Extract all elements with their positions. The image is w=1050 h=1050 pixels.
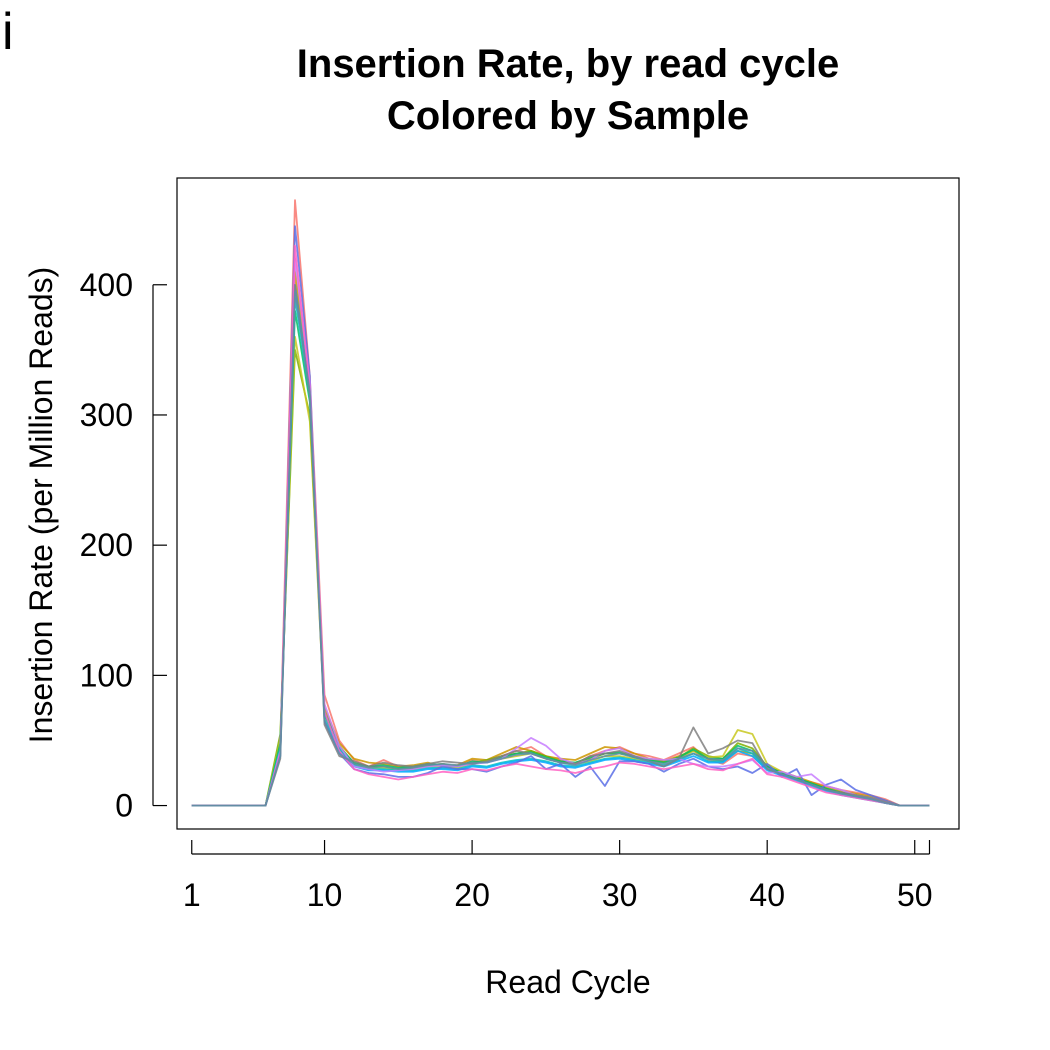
series-line-3 [191,348,930,807]
chart-title: Insertion Rate, by read cycle [296,42,840,86]
x-tick-label-50: 50 [897,877,933,913]
x-tick-label-30: 30 [602,877,638,913]
y-tick-label-300: 300 [80,397,133,433]
series-line-6 [191,296,930,807]
series-line-11 [191,283,930,807]
series-line-12 [191,290,930,807]
panel-label: i [2,3,14,61]
y-tick-label-0: 0 [115,788,133,824]
series-line-7 [191,283,930,807]
series-line-4 [191,335,930,807]
y-tick-label-200: 200 [80,527,133,563]
y-tick-label-400: 400 [80,267,133,303]
series-line-1 [191,199,930,807]
x-axis: 1 10 20 30 40 50 [183,840,933,913]
chart-subtitle: Colored by Sample [386,94,750,138]
y-axis: 0 100 200 300 400 [80,267,167,824]
y-axis-label: Insertion Rate (per Million Reads) [23,267,59,744]
series-layer [191,199,930,807]
x-tick-label-20: 20 [454,877,490,913]
x-tick-label-40: 40 [749,877,785,913]
x-tick-label-1: 1 [183,877,201,913]
x-tick-label-10: 10 [307,877,343,913]
x-axis-label: Read Cycle [485,964,650,1000]
plot-area-frame [176,177,960,830]
y-tick-label-100: 100 [80,657,133,693]
